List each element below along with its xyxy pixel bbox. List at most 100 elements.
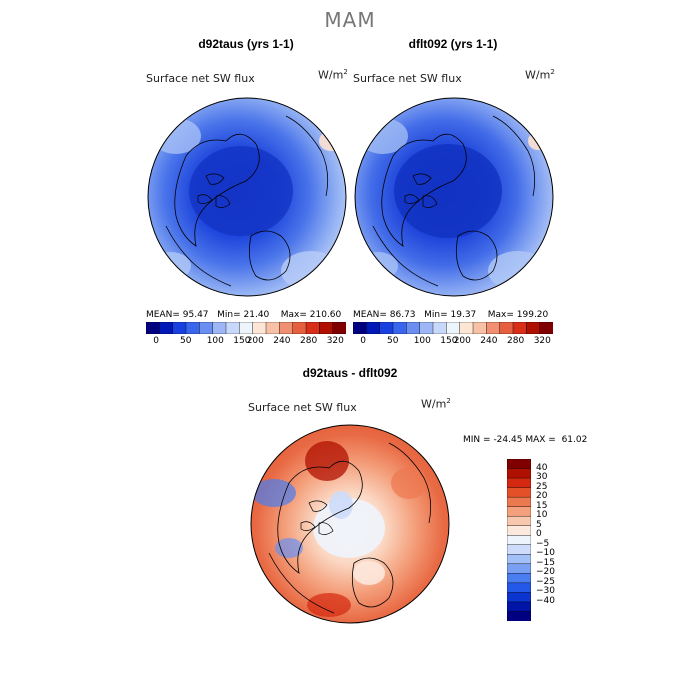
panel3-colorbar-swatch bbox=[507, 573, 531, 584]
panel1-colorbar-swatch bbox=[265, 322, 280, 334]
panel1-colorbar-tick-label: 240 bbox=[273, 336, 291, 346]
panel1-colorbar-swatch bbox=[185, 322, 200, 334]
panel2-colorbar-tick-label: 280 bbox=[507, 336, 525, 346]
panel1-colorbar-swatch bbox=[146, 322, 160, 334]
panel1-colorbar-swatch bbox=[212, 322, 227, 334]
panel2-polar-map bbox=[354, 97, 554, 297]
panel1-colorbar-swatch bbox=[305, 322, 320, 334]
panel2-colorbar-swatch bbox=[419, 322, 434, 334]
panel3-colorbar-swatch bbox=[507, 535, 531, 546]
panel3-colorbar-swatch bbox=[507, 592, 531, 603]
panel2-colorbar-swatch bbox=[526, 322, 541, 334]
panel2-colorbar-swatch bbox=[379, 322, 394, 334]
panel3-colorbar-tick-label: −25 bbox=[536, 576, 555, 587]
panel2-colorbar-swatch bbox=[392, 322, 407, 334]
panel2-colorbar-swatch bbox=[486, 322, 501, 334]
panel1-colorbar-tick-label: 150 bbox=[233, 336, 251, 346]
panel1-colorbar-tick-label: 320 bbox=[326, 336, 344, 346]
panel2-colorbar-swatch bbox=[499, 322, 514, 334]
panel2-colorbar-ticks: 0 50 100 150 200 240 280 320 bbox=[353, 336, 553, 348]
panel1-colorbar-swatch bbox=[239, 322, 254, 334]
panel3-colorbar-swatch bbox=[507, 554, 531, 565]
panel3-colorbar-tick-label: 20 bbox=[536, 491, 548, 502]
panel3-colorbar-tick-label: −5 bbox=[536, 538, 550, 549]
panel3-colorbar-tick-label: −15 bbox=[536, 557, 555, 568]
panel2-title: dflt092 (yrs 1-1) bbox=[408, 37, 498, 51]
panel3-colorbar-swatch bbox=[507, 506, 531, 517]
panel1-colorbar-tick-label: 0 bbox=[153, 336, 160, 346]
panel3-colorbar-swatch bbox=[507, 525, 531, 536]
panel3-colorbar-swatch bbox=[507, 582, 531, 593]
panel3-colorbar-swatch bbox=[507, 563, 531, 574]
panel3-colorbar bbox=[507, 459, 531, 621]
panel3-colorbar-tick-label: −30 bbox=[536, 586, 555, 597]
panel3-colorbar-tick-label: −10 bbox=[536, 548, 555, 559]
panel2-units-label: W/m2 bbox=[525, 68, 555, 82]
panel3-colorbar-swatch bbox=[507, 477, 531, 489]
panel2-colorbar-tick-label: 50 bbox=[387, 336, 399, 346]
panel3-colorbar-tick-label: 30 bbox=[536, 472, 548, 483]
panel1-polar-map bbox=[147, 97, 347, 297]
panel1-colorbar-swatch bbox=[319, 322, 334, 334]
panel3-colorbar-tick-label: −40 bbox=[536, 595, 555, 606]
panel3-variable-label: Surface net SW flux bbox=[248, 401, 357, 414]
panel3-colorbar-ticks: 40 30 25 20 15 10 5 0 −5 −10 −15 −20 −25 −30 −40 bbox=[536, 459, 576, 621]
panel1-colorbar-swatch bbox=[252, 322, 267, 334]
panel2-colorbar-swatch bbox=[539, 322, 553, 334]
panel3-polar-map bbox=[250, 424, 450, 624]
panel2-colorbar-swatch bbox=[472, 322, 487, 334]
panel1-variable-label: Surface net SW flux bbox=[146, 72, 255, 85]
panel2-colorbar-swatch bbox=[432, 322, 447, 334]
panel3-colorbar-tick-label: 10 bbox=[536, 510, 548, 521]
panel1-colorbar-tick-label: 280 bbox=[300, 336, 318, 346]
panel2-colorbar-tick-label: 240 bbox=[480, 336, 498, 346]
panel3-colorbar-tick-label: −20 bbox=[536, 567, 555, 578]
panel1-colorbar-ticks: 0 50 100 150 200 240 280 320 bbox=[146, 336, 346, 348]
panel3-colorbar-tick-label: 15 bbox=[536, 500, 548, 511]
panel3-colorbar-swatch bbox=[507, 544, 531, 555]
panel1-colorbar-swatch bbox=[292, 322, 307, 334]
panel2-variable-label: Surface net SW flux bbox=[353, 72, 462, 85]
panel3-units-label: W/m2 bbox=[421, 397, 451, 411]
panel1-colorbar-swatch bbox=[199, 322, 214, 334]
panel3-colorbar-swatch bbox=[507, 611, 531, 621]
panel1-colorbar-swatch bbox=[279, 322, 294, 334]
panel1-colorbar-swatch bbox=[332, 322, 346, 334]
panel2-colorbar-swatch bbox=[459, 322, 474, 334]
panel3-colorbar-tick-label: 5 bbox=[536, 519, 542, 530]
panel3-colorbar-tick-label: 0 bbox=[536, 529, 542, 540]
panel2-colorbar-swatch bbox=[353, 322, 367, 334]
panel1-colorbar-tick-label: 50 bbox=[180, 336, 192, 346]
panel1-colorbar-swatch bbox=[225, 322, 240, 334]
panel1-colorbar bbox=[146, 322, 346, 334]
panel3-colorbar-tick-label: 25 bbox=[536, 481, 548, 492]
panel3-stats: MIN = -24.45 MAX = 61.02 bbox=[463, 435, 588, 445]
panel3-colorbar-swatch bbox=[507, 515, 531, 527]
panel2-colorbar-swatch bbox=[512, 322, 527, 334]
panel3-colorbar-swatch bbox=[507, 487, 531, 498]
panel1-colorbar-tick-label: 200 bbox=[246, 336, 264, 346]
panel3-colorbar-swatch bbox=[507, 459, 531, 470]
panel2-colorbar-tick-label: 0 bbox=[360, 336, 367, 346]
panel3-colorbar-swatch bbox=[507, 601, 531, 612]
panel1-units-label: W/m2 bbox=[318, 68, 348, 82]
panel3-colorbar-swatch bbox=[507, 468, 531, 479]
panel2-colorbar bbox=[353, 322, 553, 334]
panel2-colorbar-swatch bbox=[406, 322, 421, 334]
panel2-colorbar-tick-label: 200 bbox=[453, 336, 471, 346]
panel1-colorbar-tick-label: 100 bbox=[206, 336, 224, 346]
panel2-colorbar-tick-label: 320 bbox=[533, 336, 551, 346]
panel1-colorbar-swatch bbox=[172, 322, 187, 334]
panel1-colorbar-swatch bbox=[159, 322, 174, 334]
panel3-colorbar-swatch bbox=[507, 496, 531, 508]
panel3-colorbar-tick-label: 40 bbox=[536, 462, 548, 473]
panel1-title: d92taus (yrs 1-1) bbox=[198, 37, 294, 51]
page-title: MAM bbox=[324, 8, 376, 32]
panel2-colorbar-swatch bbox=[366, 322, 381, 334]
panel2-colorbar-swatch bbox=[446, 322, 461, 334]
panel3-title: d92taus - dflt092 bbox=[302, 366, 398, 380]
panel2-stats: MEAN= 86.73 Min= 19.37 Max= 199.20 bbox=[353, 310, 549, 320]
panel2-colorbar-tick-label: 150 bbox=[440, 336, 458, 346]
panel1-stats: MEAN= 95.47 Min= 21.40 Max= 210.60 bbox=[146, 310, 342, 320]
panel2-colorbar-tick-label: 100 bbox=[413, 336, 431, 346]
